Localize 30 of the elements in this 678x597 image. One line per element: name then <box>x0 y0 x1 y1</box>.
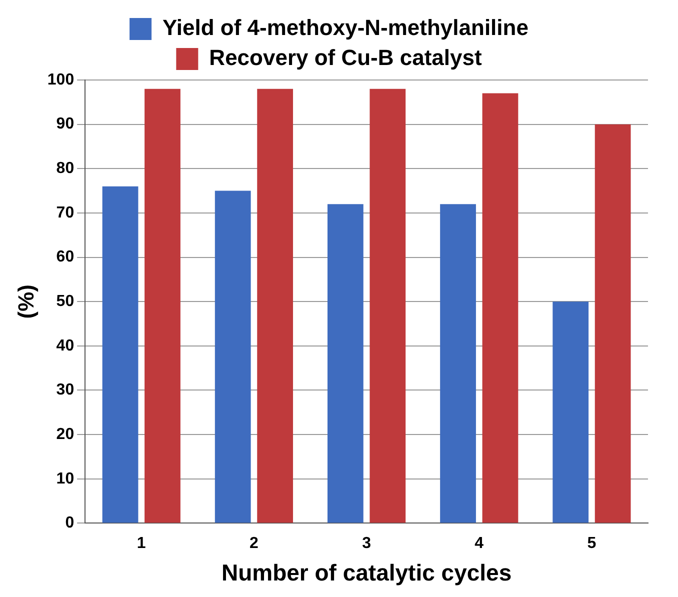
legend-label: Recovery of Cu-B catalyst <box>209 45 482 70</box>
legend-label: Yield of 4-methoxy-N-methylaniline <box>162 15 528 40</box>
y-tick-label: 0 <box>65 514 74 532</box>
x-tick-label: 1 <box>136 535 146 552</box>
bar <box>594 124 631 523</box>
bar <box>370 88 406 523</box>
y-tick-label: 20 <box>56 426 74 443</box>
x-tick-label: 3 <box>362 535 372 552</box>
x-tick-label: 2 <box>250 535 259 552</box>
y-tick-label: 50 <box>56 293 74 310</box>
y-axis-title: (%) <box>13 284 38 319</box>
y-tick-label: 90 <box>56 116 74 133</box>
bar <box>214 190 251 523</box>
x-axis-title: Number of catalytic cycles <box>221 560 512 586</box>
bar <box>440 204 476 523</box>
y-tick-label: 10 <box>56 470 74 488</box>
bar <box>144 88 180 523</box>
y-tick-label: 60 <box>56 248 74 266</box>
bar <box>552 302 589 523</box>
x-tick-label: 5 <box>587 535 596 552</box>
bar <box>257 88 294 523</box>
bar <box>327 204 364 523</box>
bar <box>102 186 138 523</box>
y-tick-label: 40 <box>56 337 74 354</box>
y-tick-label: 100 <box>47 71 74 88</box>
x-tick-label: 4 <box>474 535 484 552</box>
y-tick-label: 70 <box>56 204 74 222</box>
bar <box>482 93 518 523</box>
y-tick-label: 30 <box>56 382 74 399</box>
y-tick-label: 80 <box>56 160 74 178</box>
